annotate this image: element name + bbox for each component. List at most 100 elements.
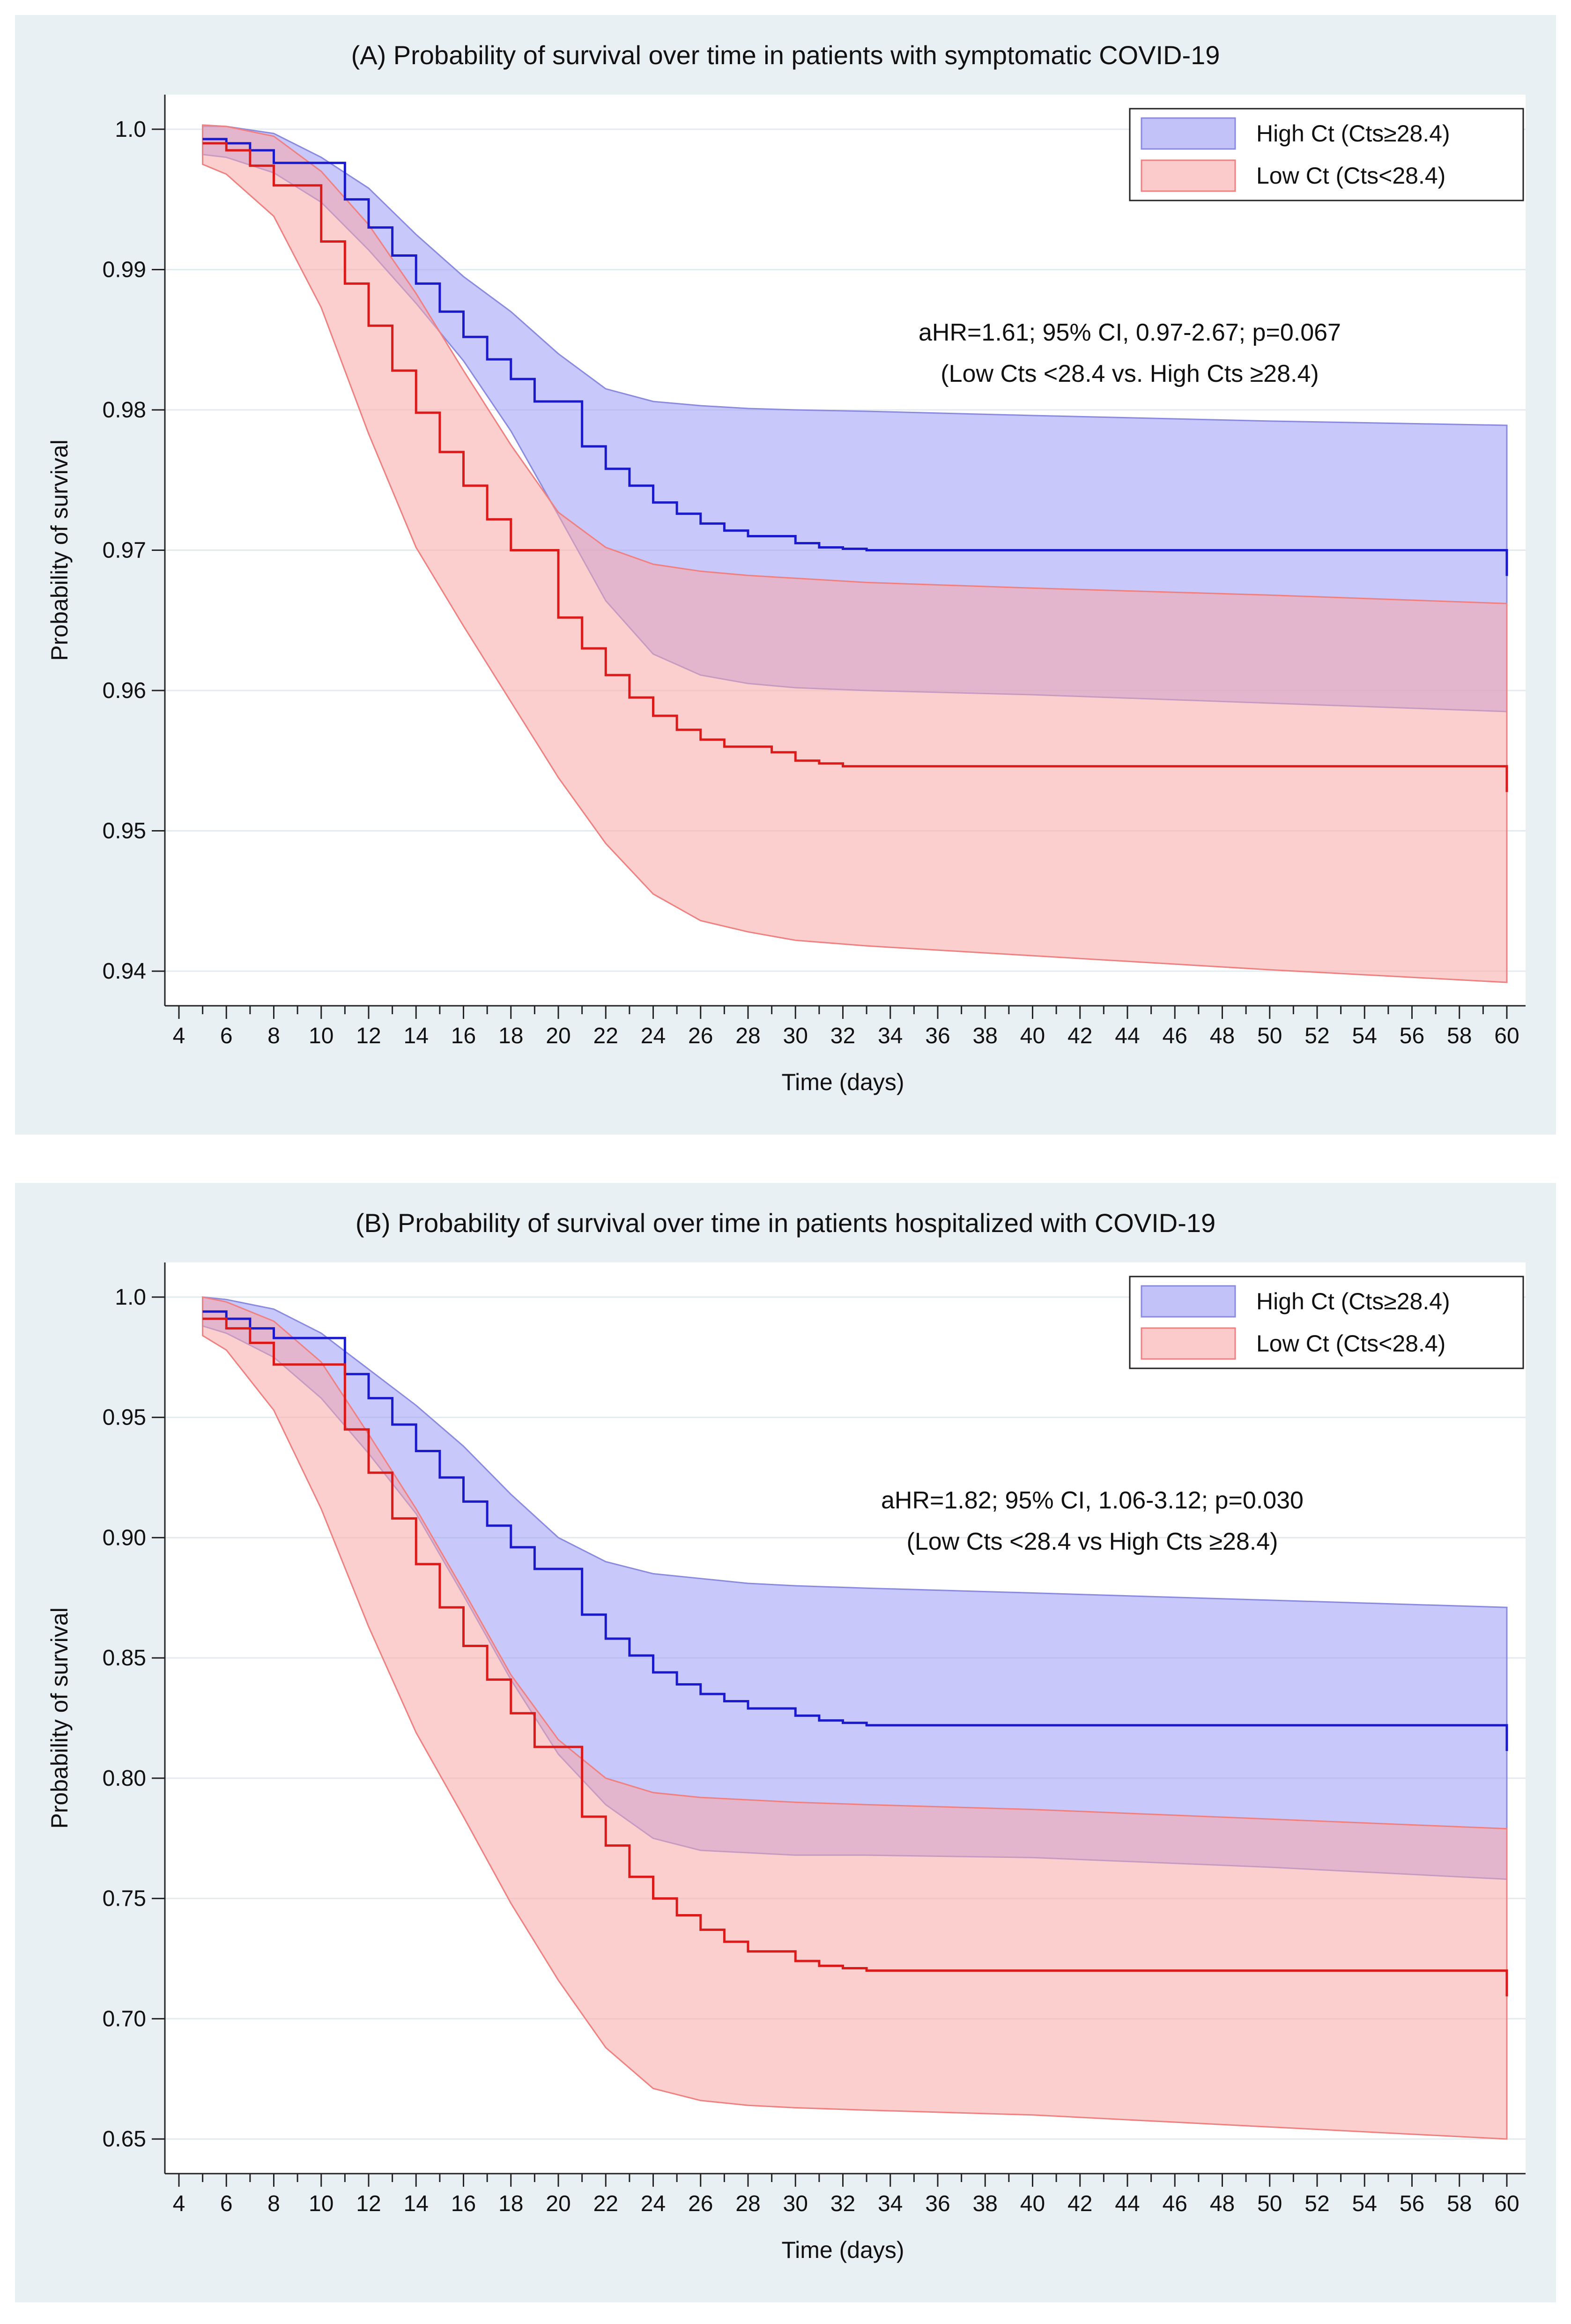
y-tick-label: 0.95 — [103, 1405, 146, 1430]
low-ct-ci-band — [202, 124, 1508, 983]
x-tick-label: 18 — [498, 1024, 523, 1048]
x-tick-label: 40 — [1020, 2191, 1045, 2216]
x-tick-label: 10 — [309, 1024, 333, 1048]
x-tick-label: 34 — [878, 2191, 903, 2216]
x-tick-label: 32 — [830, 2191, 855, 2216]
x-tick-label: 20 — [546, 1024, 571, 1048]
x-tick-label: 30 — [783, 1024, 808, 1048]
x-tick-label: 46 — [1163, 2191, 1187, 2216]
x-tick-label: 56 — [1400, 1024, 1424, 1048]
hazard-ratio-annotation: aHR=1.82; 95% CI, 1.06-3.12; p=0.030 — [881, 1487, 1304, 1514]
legend-label-high-ct: High Ct (Cts≥28.4) — [1256, 1288, 1450, 1314]
x-tick-label: 58 — [1447, 1024, 1472, 1048]
x-tick-label: 42 — [1067, 2191, 1092, 2216]
low-ct-survival-line — [202, 1317, 1508, 1997]
x-tick-label: 4 — [173, 2191, 185, 2216]
x-tick-label: 18 — [498, 2191, 523, 2216]
x-tick-label: 48 — [1210, 1024, 1235, 1048]
high-ct-survival-line — [202, 138, 1508, 576]
comparison-annotation: (Low Cts <28.4 vs High Cts ≥28.4) — [907, 1528, 1278, 1555]
chart-panel-b: (B) Probability of survival over time in… — [15, 1183, 1556, 2302]
x-tick-label: 14 — [404, 1024, 429, 1048]
chart-title: (A) Probability of survival over time in… — [351, 40, 1220, 70]
x-tick-label: 4 — [173, 1024, 185, 1048]
x-tick-label: 52 — [1304, 1024, 1329, 1048]
y-tick-label: 0.70 — [103, 2006, 146, 2031]
legend-label-low-ct: Low Ct (Cts<28.4) — [1256, 1330, 1445, 1357]
x-tick-label: 50 — [1257, 1024, 1282, 1048]
legend-swatch-low-ct — [1141, 1327, 1236, 1360]
x-tick-label: 50 — [1257, 2191, 1282, 2216]
x-tick-label: 10 — [309, 2191, 333, 2216]
legend-swatch-high-ct — [1141, 117, 1236, 150]
hazard-ratio-annotation: aHR=1.61; 95% CI, 0.97-2.67; p=0.067 — [919, 319, 1341, 346]
x-tick-label: 6 — [220, 2191, 233, 2216]
high-ct-survival-line — [202, 1310, 1508, 1751]
x-tick-label: 34 — [878, 1024, 903, 1048]
chart-b-svg: (B) Probability of survival over time in… — [46, 1208, 1526, 2263]
comparison-annotation: (Low Cts <28.4 vs. High Cts ≥28.4) — [941, 360, 1319, 387]
x-tick-label: 8 — [267, 1024, 280, 1048]
y-tick-label: 0.80 — [103, 1766, 146, 1791]
x-tick-label: 40 — [1020, 1024, 1045, 1048]
x-axis-label: Time (days) — [781, 1069, 904, 1095]
x-tick-label: 12 — [356, 2191, 381, 2216]
y-axis-label: Probability of survival — [46, 439, 73, 661]
x-tick-label: 6 — [220, 1024, 233, 1048]
legend-swatch-low-ct — [1141, 159, 1236, 192]
x-tick-label: 38 — [973, 2191, 998, 2216]
x-tick-label: 60 — [1494, 1024, 1519, 1048]
y-tick-label: 0.98 — [103, 398, 146, 423]
x-tick-label: 24 — [641, 1024, 666, 1048]
x-tick-label: 36 — [925, 2191, 950, 2216]
x-tick-label: 46 — [1163, 1024, 1187, 1048]
x-tick-label: 60 — [1494, 2191, 1519, 2216]
x-tick-label: 58 — [1447, 2191, 1472, 2216]
x-tick-label: 26 — [688, 1024, 713, 1048]
x-tick-label: 42 — [1067, 1024, 1092, 1048]
low-ct-survival-line — [202, 142, 1508, 792]
x-tick-label: 28 — [735, 1024, 760, 1048]
y-tick-label: 1.0 — [115, 1285, 146, 1310]
x-tick-label: 24 — [641, 2191, 666, 2216]
y-tick-label: 0.85 — [103, 1646, 146, 1671]
low-ct-ci-band — [202, 1296, 1508, 2140]
x-tick-label: 48 — [1210, 2191, 1235, 2216]
legend-label-low-ct: Low Ct (Cts<28.4) — [1256, 163, 1445, 189]
x-tick-label: 30 — [783, 2191, 808, 2216]
x-tick-label: 26 — [688, 2191, 713, 2216]
y-tick-label: 0.95 — [103, 819, 146, 844]
y-tick-label: 0.90 — [103, 1525, 146, 1550]
y-axis-label: Probability of survival — [46, 1607, 73, 1828]
y-tick-label: 0.97 — [103, 538, 146, 563]
x-tick-label: 22 — [593, 2191, 618, 2216]
x-tick-label: 38 — [973, 1024, 998, 1048]
x-tick-label: 20 — [546, 2191, 571, 2216]
y-tick-label: 0.96 — [103, 678, 146, 703]
x-tick-label: 54 — [1352, 1024, 1377, 1048]
x-tick-label: 54 — [1352, 2191, 1377, 2216]
chart-a-svg: (A) Probability of survival over time in… — [46, 40, 1526, 1095]
y-tick-label: 0.94 — [103, 959, 146, 984]
x-tick-label: 44 — [1115, 2191, 1140, 2216]
y-tick-label: 0.99 — [103, 257, 146, 282]
chart-panel-a: (A) Probability of survival over time in… — [15, 15, 1556, 1135]
x-axis-label: Time (days) — [781, 2237, 904, 2263]
x-tick-label: 56 — [1400, 2191, 1424, 2216]
x-tick-label: 12 — [356, 1024, 381, 1048]
x-tick-label: 16 — [451, 1024, 476, 1048]
y-tick-label: 0.65 — [103, 2127, 146, 2152]
x-tick-label: 16 — [451, 2191, 476, 2216]
y-tick-label: 1.0 — [115, 117, 146, 142]
x-tick-label: 44 — [1115, 1024, 1140, 1048]
x-tick-label: 22 — [593, 1024, 618, 1048]
legend-swatch-high-ct — [1141, 1285, 1236, 1318]
y-tick-label: 0.75 — [103, 1886, 146, 1911]
x-tick-label: 32 — [830, 1024, 855, 1048]
legend-label-high-ct: High Ct (Cts≥28.4) — [1256, 120, 1450, 147]
x-tick-label: 14 — [404, 2191, 429, 2216]
x-tick-label: 36 — [925, 1024, 950, 1048]
chart-title: (B) Probability of survival over time in… — [356, 1208, 1215, 1238]
x-tick-label: 8 — [267, 2191, 280, 2216]
x-tick-label: 52 — [1304, 2191, 1329, 2216]
